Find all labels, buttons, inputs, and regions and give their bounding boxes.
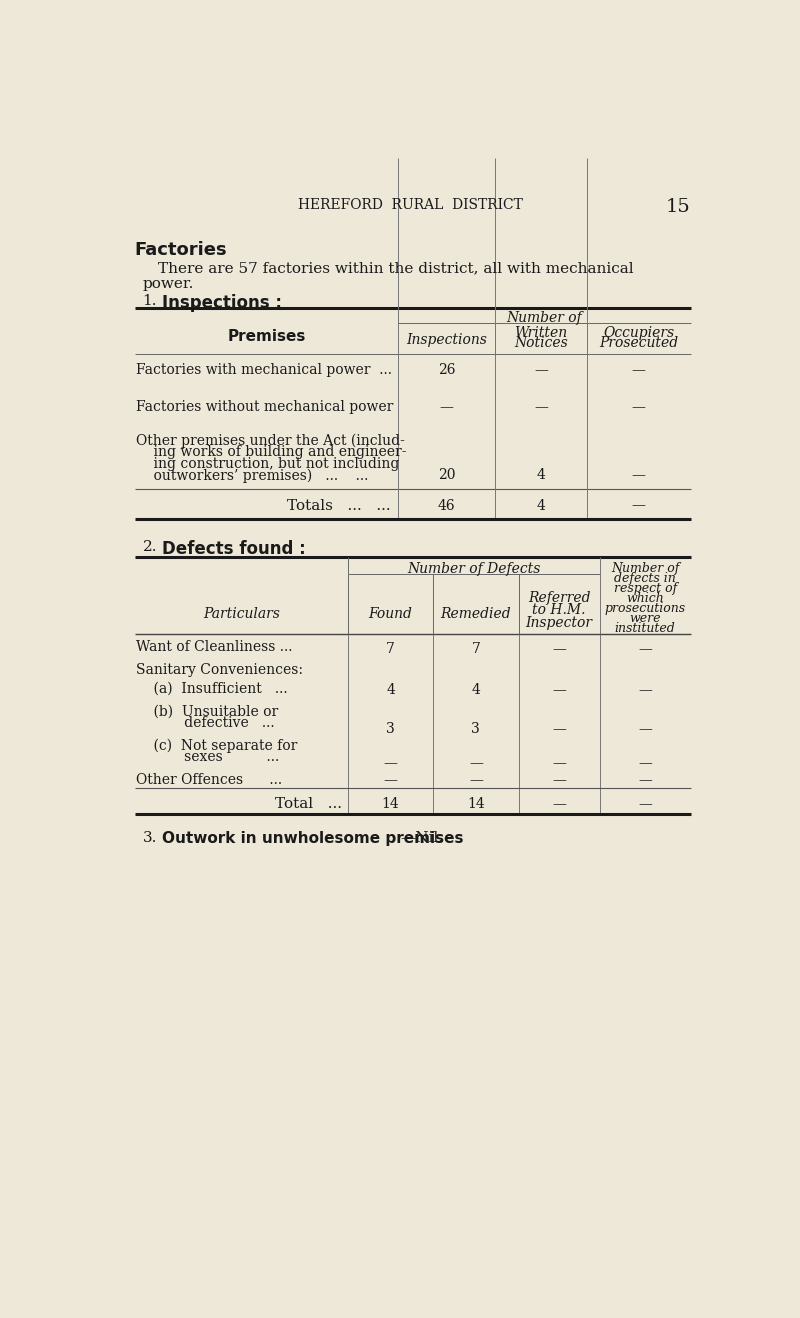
Text: —: — — [552, 797, 566, 812]
Text: to H.M.: to H.M. — [533, 604, 586, 617]
Text: 3: 3 — [386, 722, 395, 735]
Text: Remedied: Remedied — [441, 608, 511, 621]
Text: —: — — [638, 722, 652, 735]
Text: —: — — [552, 642, 566, 656]
Text: Sanitary Conveniences:: Sanitary Conveniences: — [137, 663, 303, 677]
Text: —: — — [632, 362, 646, 377]
Text: (b)  Unsuitable or: (b) Unsuitable or — [137, 705, 278, 718]
Text: were: were — [630, 612, 661, 625]
Text: —Nil.: —Nil. — [401, 832, 444, 845]
Text: —: — — [469, 774, 483, 787]
Text: ing construction, but not including: ing construction, but not including — [137, 457, 400, 471]
Text: —: — — [534, 362, 548, 377]
Text: Number of: Number of — [506, 311, 582, 326]
Text: Inspections: Inspections — [406, 333, 487, 347]
Text: 1.: 1. — [142, 294, 157, 307]
Text: (c)  Not separate for: (c) Not separate for — [137, 739, 298, 753]
Text: which: which — [626, 592, 664, 605]
Text: Total   ...: Total ... — [275, 797, 342, 812]
Text: Inspector: Inspector — [526, 616, 593, 630]
Text: —: — — [638, 755, 652, 770]
Text: —: — — [384, 774, 398, 787]
Text: —: — — [552, 774, 566, 787]
Text: Notices: Notices — [514, 336, 568, 351]
Text: (a)  Insufficient   ...: (a) Insufficient ... — [137, 681, 288, 696]
Text: Number of Defects: Number of Defects — [407, 561, 541, 576]
Text: Totals   ...   ...: Totals ... ... — [287, 498, 390, 513]
Text: defective   ...: defective ... — [137, 717, 275, 730]
Text: Number of: Number of — [611, 561, 679, 575]
Text: —: — — [552, 755, 566, 770]
Text: —: — — [552, 722, 566, 735]
Text: 46: 46 — [438, 498, 456, 513]
Text: respect of: respect of — [614, 581, 677, 594]
Text: Want of Cleanliness ...: Want of Cleanliness ... — [137, 641, 293, 654]
Text: Referred: Referred — [528, 590, 590, 605]
Text: 7: 7 — [471, 642, 480, 656]
Text: Written: Written — [514, 326, 567, 340]
Text: Factories with mechanical power  ...: Factories with mechanical power ... — [137, 362, 393, 377]
Text: 4: 4 — [471, 683, 480, 697]
Text: —: — — [534, 399, 548, 414]
Text: 4: 4 — [386, 683, 395, 697]
Text: —: — — [638, 642, 652, 656]
Text: 14: 14 — [382, 797, 399, 812]
Text: outworkers’ premises)   ...    ...: outworkers’ premises) ... ... — [137, 468, 369, 482]
Text: Defects found :: Defects found : — [162, 540, 306, 558]
Text: —: — — [632, 399, 646, 414]
Text: Factories without mechanical power: Factories without mechanical power — [137, 399, 394, 414]
Text: power.: power. — [142, 277, 194, 291]
Text: Factories: Factories — [135, 241, 227, 260]
Text: —: — — [552, 683, 566, 697]
Text: prosecutions: prosecutions — [605, 602, 686, 614]
Text: There are 57 factories within the district, all with mechanical: There are 57 factories within the distri… — [158, 261, 634, 275]
Text: —: — — [440, 399, 454, 414]
Text: defects in: defects in — [614, 572, 676, 585]
Text: Found: Found — [369, 608, 413, 621]
Text: —: — — [632, 498, 646, 513]
Text: Outwork in unwholesome premises: Outwork in unwholesome premises — [162, 832, 463, 846]
Text: 14: 14 — [467, 797, 485, 812]
Text: 3.: 3. — [142, 832, 157, 845]
Text: —: — — [469, 755, 483, 770]
Text: 3: 3 — [471, 722, 480, 735]
Text: 15: 15 — [666, 198, 690, 216]
Text: 2.: 2. — [142, 540, 157, 554]
Text: —: — — [638, 683, 652, 697]
Text: 20: 20 — [438, 468, 455, 481]
Text: Premises: Premises — [227, 330, 306, 344]
Text: 7: 7 — [386, 642, 395, 656]
Text: —: — — [632, 468, 646, 481]
Text: ing works of building and engineer-: ing works of building and engineer- — [137, 445, 407, 460]
Text: —: — — [638, 797, 652, 812]
Text: sexes          ...: sexes ... — [137, 750, 280, 764]
Text: Prosecuted: Prosecuted — [599, 336, 678, 351]
Text: 26: 26 — [438, 362, 455, 377]
Text: instituted: instituted — [615, 622, 675, 635]
Text: Particulars: Particulars — [203, 608, 280, 621]
Text: HEREFORD  RURAL  DISTRICT: HEREFORD RURAL DISTRICT — [298, 198, 522, 212]
Text: Other premises under the Act (includ-: Other premises under the Act (includ- — [137, 434, 406, 448]
Text: Inspections :: Inspections : — [162, 294, 282, 311]
Text: 4: 4 — [537, 468, 546, 481]
Text: Other Offences      ...: Other Offences ... — [137, 772, 282, 787]
Text: Occupiers: Occupiers — [603, 326, 674, 340]
Text: 4: 4 — [537, 498, 546, 513]
Text: —: — — [384, 755, 398, 770]
Text: —: — — [638, 774, 652, 787]
